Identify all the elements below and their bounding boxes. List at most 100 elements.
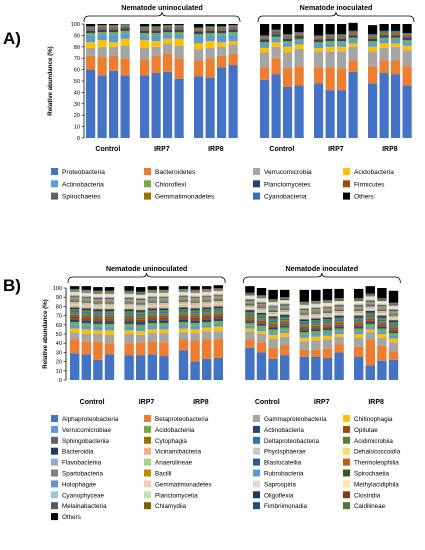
bar-segment-gemmatimonadetes: [120, 25, 130, 27]
bar-segment-cytophagia: [202, 312, 212, 315]
bar-segment-vicinamibacteria: [299, 318, 309, 320]
bar-segment-thermoleophilia: [81, 300, 91, 302]
legend-item: Chloroflexi: [144, 180, 187, 188]
bar-segment-saprospiria: [178, 293, 189, 295]
bar-segment-spirochaetes: [151, 28, 161, 30]
bar-segment-gemmatimonadetes: [311, 306, 321, 308]
bar-segment-vicinamibacteria: [311, 317, 321, 319]
bar-segment-saprospiria: [311, 305, 321, 307]
bar-segment-gemmatimonadetes: [348, 31, 358, 34]
legend-item: Actinobacteria: [253, 425, 304, 434]
bar-segment-bacteroidia: [136, 310, 146, 312]
bar-segment-chitinophagia: [245, 328, 255, 332]
bar-segment-gammaproteobacteria: [81, 334, 91, 342]
legend-swatch: [253, 180, 260, 188]
bar-segment-firmicutes: [325, 37, 335, 39]
bar-segment-actinobacteria: [136, 322, 146, 325]
bar-segment-spirochaetia: [202, 296, 212, 298]
bar-segment-flavobacteriia: [311, 314, 321, 316]
bar-segment-thermoleophilia: [256, 306, 267, 308]
bar-segment-verrucomicrobia: [174, 45, 184, 59]
y-tick-label: 60: [56, 323, 62, 329]
bar-segment-flavobacteriia: [70, 302, 80, 304]
bar-segment-cytophagia: [388, 325, 399, 328]
legend-label: Thermoleophilia: [354, 460, 399, 467]
bar-segment-firmicutes: [379, 34, 389, 36]
bar-segment-cytophagia: [190, 313, 200, 316]
bar-segment-others: [140, 24, 150, 27]
bar-segment-rubrobacteria: [70, 297, 80, 299]
bar-segment-chitinophagia: [178, 328, 189, 333]
bar-segment-spirochaetia: [213, 295, 223, 297]
bar-segment-spirochaetes: [260, 37, 270, 39]
bar-segment-others: [151, 24, 161, 27]
bar-segment-actinobacteria: [348, 39, 358, 44]
bar-segment-bacteroidetes: [402, 66, 412, 86]
bar-segment-methylacidiphila: [124, 294, 134, 296]
bar-segment-actinobacteria: [271, 38, 281, 43]
bar-segment-methylacidiphila: [81, 293, 91, 295]
bar-segment-chitinophagia: [280, 333, 290, 337]
legend-label: Phycisphaerae: [264, 449, 306, 456]
bar-segment-verrucomicrobiae: [147, 325, 157, 330]
bar-segment-spartobacteria: [178, 299, 189, 300]
bar-segment-acidobacteria: [205, 41, 215, 48]
bar-segment-gemmatimonadetes: [245, 298, 255, 300]
bar-segment-others: [325, 24, 335, 35]
bar-segment-bacteroidia: [159, 308, 169, 311]
bar-segment-chitinophagia: [159, 329, 169, 334]
bar-segment-spartobacteria: [104, 300, 115, 302]
bar-segment-verrucomicrobia: [368, 51, 378, 67]
bar-segment-chloroflexi: [228, 31, 238, 35]
chart-panel-a: A) 0 10 20 30 40 50 60 70 80 90 100 Relative abundan…: [3, 3, 415, 201]
bar-segment-gemmatimonadetes: [354, 303, 364, 305]
bar-segment-gammaproteobacteria: [93, 334, 103, 342]
bar-segment-bacilli: [190, 299, 200, 300]
bar-segment-cytophagia: [93, 314, 103, 317]
bar-segment-others: [256, 288, 267, 296]
bar-segment-saprospiria: [322, 304, 333, 306]
bar-segment-betaproteobacteria: [334, 344, 344, 353]
bar-segment-gemmatimonadetes: [178, 294, 189, 296]
legend-swatch: [144, 180, 151, 188]
bar-segment-firmicutes: [205, 29, 215, 31]
bar-segment-saprospiria: [268, 303, 278, 305]
legend-label: Saprospiria: [264, 481, 296, 488]
bar-segment-acidobacteriia: [202, 322, 212, 325]
bar-segment-acidimicrobiia: [213, 308, 223, 311]
bar-segment-others: [86, 24, 96, 27]
legend-swatch: [253, 458, 260, 466]
bar-segment-blastocatellia: [311, 312, 321, 314]
bar-segment-verrucomicrobia: [163, 43, 173, 54]
bar-segment-deltaproteobacteria: [93, 312, 103, 315]
bar-segment-chloroflexi: [379, 37, 389, 40]
bar-segment-acidobacteriia: [124, 323, 134, 327]
bar-segment-gammaproteobacteria: [334, 336, 344, 345]
bar-segment-actinobacteria: [213, 318, 223, 322]
bar-segment-acidobacteria: [151, 41, 161, 47]
bar-segment-chloroflexi: [391, 37, 401, 40]
bar-segment-gammaproteobacteria: [124, 334, 134, 344]
bar-segment-sphingobacteriia: [354, 322, 364, 325]
bar-segment-acidimicrobiia: [322, 319, 333, 322]
bar-segment-spirochaetes: [194, 29, 204, 31]
bar-segment-spirochaetes: [174, 27, 184, 29]
bar-segment-acidobacteria: [217, 42, 227, 47]
legend-item: Bacteroidia: [51, 447, 94, 456]
bar-segment-spirochaetes: [228, 27, 238, 29]
legend-swatch: [144, 447, 151, 455]
bar-segment-alphaproteobacteria: [93, 359, 103, 380]
bar-segment-chitinophagia: [202, 327, 212, 332]
bar-segment-acidimicrobiia: [70, 309, 80, 311]
bar-segment-firmicutes: [97, 28, 107, 30]
bar-segment-proteobacteria: [174, 78, 184, 138]
bar-segment-acidobacteriia: [377, 328, 387, 332]
legend-swatch: [343, 491, 350, 499]
legend-label: Cytophagia: [155, 438, 187, 445]
bar-segment-actinobacteria: [256, 323, 267, 326]
bar-segment-planctomycetes: [348, 35, 358, 38]
bar-segment-others: [178, 286, 189, 289]
legend-swatch: [343, 180, 350, 188]
legend-item: Spartobacteria: [51, 469, 103, 478]
bar-segment-actinobacteria: [294, 41, 304, 45]
